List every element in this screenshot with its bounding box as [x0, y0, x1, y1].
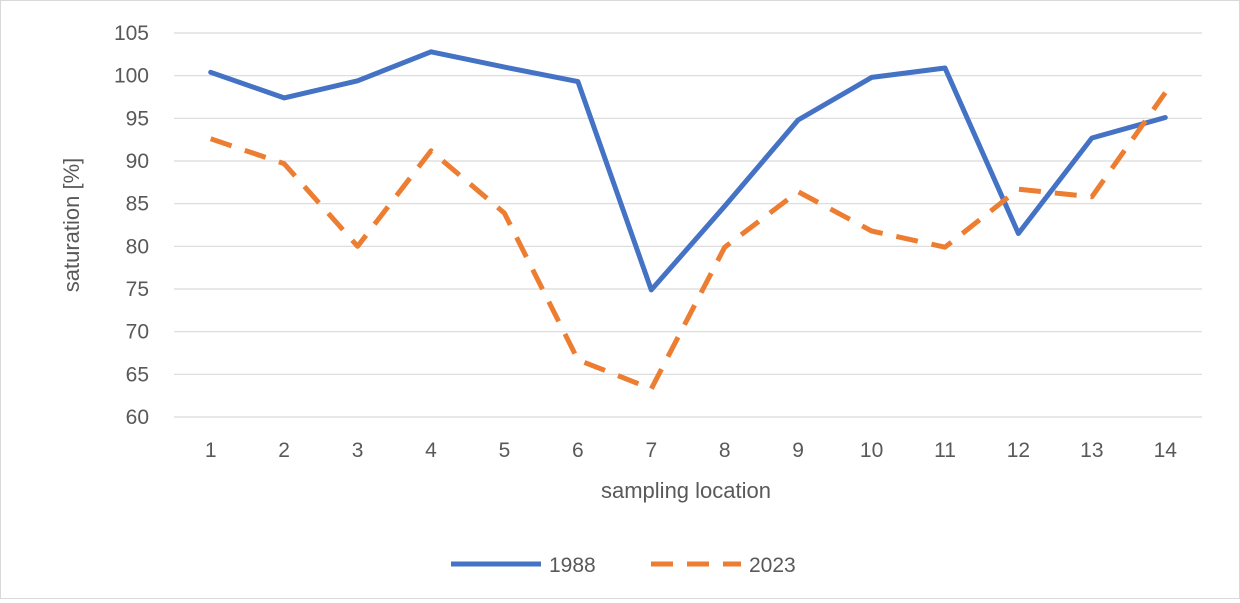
y-tick-label: 90: [126, 150, 149, 173]
y-tick-label: 105: [114, 22, 149, 45]
y-tick-label: 85: [126, 193, 149, 216]
y-tick-label: 65: [126, 363, 149, 386]
x-tick-label: 7: [645, 439, 657, 462]
x-tick-labels: 1 2 3 4 5 6 7 8 9 10 11 12 13 14: [205, 439, 1177, 462]
x-tick-label: 9: [792, 439, 804, 462]
y-tick-label: 75: [126, 278, 149, 301]
x-tick-label: 4: [425, 439, 437, 462]
x-tick-label: 5: [499, 439, 511, 462]
y-tick-labels: 60 65 70 75 80 85 90 95 100 105: [114, 22, 149, 429]
x-tick-label: 13: [1080, 439, 1103, 462]
x-tick-label: 3: [352, 439, 364, 462]
x-tick-label: 1: [205, 439, 217, 462]
legend-label-1988: 1988: [549, 554, 596, 577]
x-tick-label: 12: [1007, 439, 1030, 462]
y-tick-label: 70: [126, 321, 149, 344]
y-tick-label: 95: [126, 107, 149, 130]
legend-label-2023: 2023: [749, 554, 796, 577]
x-tick-label: 10: [860, 439, 883, 462]
series-line-1988: [208, 49, 1168, 293]
y-axis-title: saturation [%]: [59, 158, 84, 293]
series-lines: [208, 49, 1168, 392]
x-tick-label: 14: [1154, 439, 1178, 462]
y-tick-label: 60: [126, 406, 149, 429]
x-tick-label: 2: [278, 439, 290, 462]
y-tick-label: 100: [114, 65, 149, 88]
x-tick-label: 8: [719, 439, 731, 462]
legend: 1988 2023: [451, 554, 796, 577]
gridlines: [174, 32, 1202, 418]
series-line-2023: [209, 91, 1168, 392]
y-tick-label: 80: [126, 235, 149, 258]
x-tick-label: 6: [572, 439, 584, 462]
x-axis-title: sampling location: [601, 478, 771, 503]
x-tick-label: 11: [934, 439, 956, 462]
